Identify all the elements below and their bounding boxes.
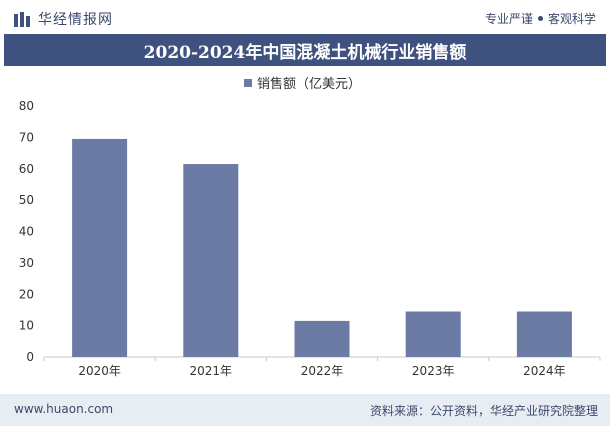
- x-tick-label: 2021年: [190, 364, 233, 378]
- bar: [516, 311, 572, 357]
- footer-source: 资料来源：公开资料，华经产业研究院整理: [369, 404, 598, 418]
- y-tick-label: 50: [19, 193, 34, 207]
- footer-url[interactable]: www.huaon.com: [14, 402, 114, 416]
- top-bar: 华经情报网 专业严谨 客观科学: [0, 0, 610, 34]
- y-tick-label: 70: [19, 130, 34, 144]
- bar-chart: 0 10 20 30 40 50 60 70 80 2020年 2021年 2022年 2023年 20…: [19, 76, 601, 378]
- x-tick-label: 2022年: [301, 364, 344, 378]
- dot-icon: [537, 16, 543, 21]
- y-tick-label: 60: [19, 162, 34, 176]
- brand-name: 华经情报网: [38, 12, 113, 28]
- y-tick-label: 40: [19, 225, 34, 239]
- logo-icon: [14, 11, 30, 27]
- chart-title: 2020-2024年中国混凝土机械行业销售额: [143, 42, 467, 63]
- x-tick-label: 2024年: [523, 364, 566, 378]
- brand-logo[interactable]: 华经情报网: [14, 9, 113, 29]
- legend-swatch: [244, 79, 252, 87]
- y-tick-label: 20: [19, 287, 34, 301]
- title-bar: 2020-2024年中国混凝土机械行业销售额: [4, 34, 606, 66]
- y-tick-label: 0: [26, 350, 34, 364]
- tagline-right: 客观科学: [547, 12, 596, 26]
- legend-label: 销售额（亿美元）: [257, 76, 361, 92]
- footer: www.huaon.com 资料来源：公开资料，华经产业研究院整理: [0, 394, 610, 426]
- bar: [294, 320, 350, 357]
- x-tick-label: 2020年: [78, 364, 121, 378]
- y-tick-label: 80: [19, 99, 34, 113]
- bar: [183, 164, 239, 357]
- tagline: 专业严谨 客观科学: [485, 10, 596, 27]
- y-tick-label: 10: [19, 319, 34, 333]
- y-tick-label: 30: [19, 256, 34, 270]
- x-tick-label: 2023年: [412, 364, 455, 378]
- tagline-left: 专业严谨: [484, 12, 533, 26]
- bar: [405, 311, 461, 357]
- bar: [72, 138, 128, 357]
